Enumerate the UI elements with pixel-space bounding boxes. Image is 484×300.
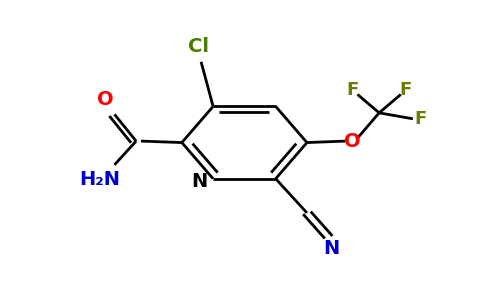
Text: H₂N: H₂N (79, 170, 121, 189)
Text: F: F (414, 110, 426, 128)
Text: F: F (347, 81, 359, 99)
Text: O: O (96, 90, 113, 109)
Text: Cl: Cl (188, 37, 209, 56)
Text: N: N (191, 172, 207, 191)
Text: O: O (345, 132, 361, 151)
Text: N: N (323, 239, 339, 258)
Text: F: F (399, 81, 412, 99)
